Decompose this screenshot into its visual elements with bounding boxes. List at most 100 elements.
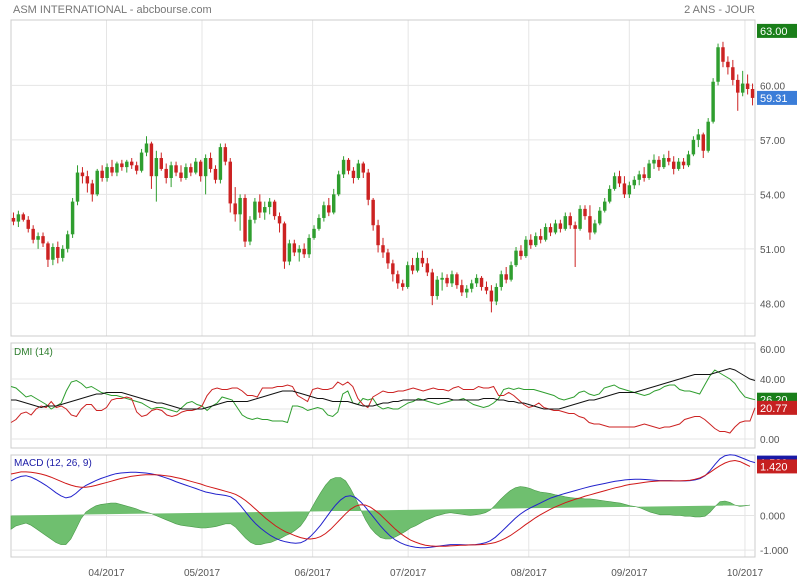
y-tick-label: -1.000 <box>760 546 789 557</box>
candle-body <box>189 167 193 173</box>
candle-body <box>105 167 109 178</box>
candle-body <box>553 223 558 233</box>
candle-body <box>61 248 65 258</box>
candle-body <box>588 216 592 233</box>
candle-body <box>51 247 55 260</box>
candle-body <box>524 239 528 257</box>
candle-body <box>317 217 321 229</box>
candle-body <box>509 265 513 280</box>
candle-body <box>460 285 464 293</box>
y-tick-label: 0.00 <box>760 435 780 446</box>
candle-body <box>218 147 223 180</box>
candle-body <box>647 163 651 178</box>
chart-title: ASM INTERNATIONAL - abcbourse.com <box>13 4 212 16</box>
candle-body <box>731 67 735 80</box>
candle-body <box>415 257 420 271</box>
candle-body <box>307 237 311 255</box>
candle-body <box>332 194 336 213</box>
candle-body <box>479 277 484 287</box>
candle-body <box>465 288 469 293</box>
candle-body <box>70 201 75 235</box>
candle-body <box>489 290 494 302</box>
candle-body <box>149 143 154 177</box>
candle-body <box>144 143 149 153</box>
y-tick-label: 60.00 <box>760 345 785 356</box>
candle-body <box>430 272 434 297</box>
chart-period: 2 ANS - JOUR <box>684 4 755 16</box>
dmi-series-line <box>11 367 756 410</box>
candle-body <box>243 197 247 242</box>
candle-body <box>366 172 370 200</box>
candle-body <box>450 274 454 284</box>
candle-body <box>233 203 237 215</box>
candle-body <box>455 274 459 286</box>
candle-body <box>607 188 612 202</box>
candle-body <box>238 197 242 215</box>
candle-body <box>534 236 538 246</box>
candle-body <box>612 176 617 189</box>
candle-body <box>361 163 366 173</box>
candle-body <box>258 201 262 213</box>
candle-body <box>184 167 188 178</box>
candle-body <box>745 83 750 90</box>
signal-line <box>10 459 751 547</box>
dmi-panel-title: DMI (14) <box>14 347 53 358</box>
candle-body <box>598 210 602 224</box>
macd-histogram <box>10 477 751 545</box>
x-tick-label: 10/2017 <box>727 568 764 579</box>
candle-body <box>95 170 99 195</box>
candle-body <box>327 205 331 213</box>
candle-body <box>573 225 577 229</box>
candle-body <box>637 174 641 180</box>
candle-body <box>75 172 80 202</box>
y-tick-label: 60.00 <box>760 81 785 92</box>
candle-body <box>31 228 35 240</box>
candle-body <box>267 201 272 208</box>
y-tick-label: 54.00 <box>760 190 785 201</box>
candle-body <box>312 228 316 238</box>
value-badge: 63.00 <box>757 23 797 38</box>
value-badge: 20.77 <box>757 400 797 415</box>
candle-body <box>134 165 139 171</box>
value-badge-bg <box>757 459 797 474</box>
candle-body <box>213 168 218 180</box>
candle-body <box>750 89 755 98</box>
candle-body <box>65 234 70 249</box>
value-badge-bg <box>757 23 797 38</box>
candle-body <box>558 223 563 229</box>
candle-body <box>100 170 104 178</box>
panel-frame <box>10 19 756 337</box>
candle-body <box>322 205 326 218</box>
candle-body <box>159 158 164 169</box>
candle-body <box>248 219 252 242</box>
candle-body <box>356 163 361 178</box>
value-badge: 1.420 <box>757 459 797 474</box>
candle-body <box>164 168 168 178</box>
candle-body <box>36 236 40 240</box>
candle-body <box>277 216 282 224</box>
x-tick-label: 09/2017 <box>611 568 648 579</box>
candle-body <box>376 225 380 246</box>
candle-body <box>400 283 405 287</box>
value-badge-bg <box>757 90 797 105</box>
candle-body <box>602 201 607 211</box>
y-tick-label: 40.00 <box>760 375 785 386</box>
candle-body <box>169 165 173 178</box>
candle-body <box>721 47 725 62</box>
value-badge-label: 20.77 <box>760 403 788 415</box>
candle-body <box>272 201 277 217</box>
candle-body <box>420 257 425 264</box>
candle-body <box>110 167 114 173</box>
candle-body <box>657 159 661 168</box>
x-tick-label: 06/2017 <box>295 568 332 579</box>
candle-body <box>26 219 30 229</box>
candle-body <box>21 214 26 220</box>
candle-body <box>736 79 740 93</box>
candle-body <box>302 248 306 255</box>
candle-body <box>115 163 119 173</box>
y-tick-label: 57.00 <box>760 136 785 147</box>
candle-body <box>726 61 730 68</box>
candle-body <box>578 208 582 229</box>
candle-body <box>174 165 178 173</box>
